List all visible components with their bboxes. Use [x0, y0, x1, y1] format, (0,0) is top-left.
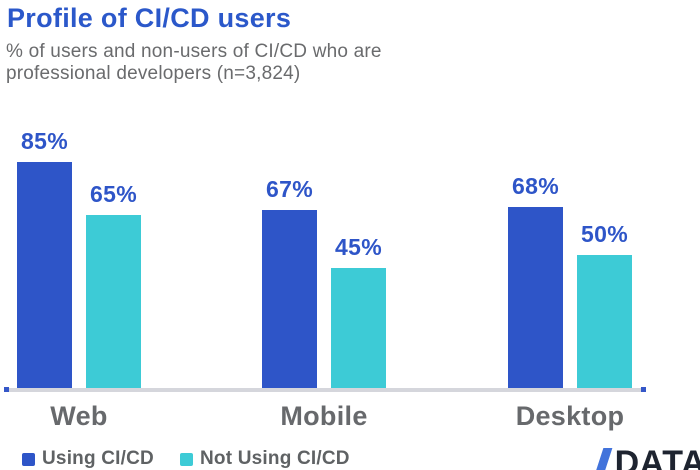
- value-label-web-not-using-cicd: 65%: [90, 181, 137, 207]
- value-label-desktop-using-cicd: 68%: [512, 173, 559, 199]
- category-label-web: Web: [50, 401, 108, 431]
- category-label-desktop: Desktop: [515, 401, 625, 431]
- bar-mobile-using-cicd: [262, 210, 317, 388]
- axis-endcap-left: [4, 387, 9, 392]
- bar-mobile-not-using-cicd: [331, 268, 386, 388]
- value-label-desktop-not-using-cicd: 50%: [581, 221, 628, 247]
- category-label-mobile: Mobile: [280, 401, 368, 431]
- legend-label-not-using-cicd: Not Using CI/CD: [199, 448, 350, 469]
- legend-item-using-cicd: Using CI/CD: [22, 448, 154, 470]
- value-label-mobile-using-cicd: 67%: [266, 176, 313, 202]
- bar-web-using-cicd: [17, 162, 72, 388]
- legend: Using CI/CD Not Using CI/CD: [22, 448, 350, 470]
- value-label-web-using-cicd: 85%: [21, 128, 68, 154]
- bar-desktop-using-cicd: [508, 207, 563, 388]
- slashdata-logo: DATA: [594, 444, 700, 470]
- axis-endcap-right: [641, 387, 646, 392]
- chart-subtitle: % of users and non-users of CI/CD who ar…: [6, 41, 382, 84]
- bar-web-not-using-cicd: [86, 215, 141, 388]
- bar-desktop-not-using-cicd: [577, 255, 632, 388]
- chart-title: Profile of CI/CD users: [7, 3, 292, 33]
- value-label-mobile-not-using-cicd: 45%: [335, 234, 382, 260]
- legend-swatch-not-using-cicd: [179, 452, 193, 466]
- x-axis-line: [4, 387, 646, 392]
- logo-text: DATA: [614, 444, 700, 470]
- legend-swatch-using-cicd: [22, 452, 35, 466]
- legend-label-using-cicd: Using CI/CD: [42, 448, 154, 469]
- legend-item-not-using-cicd: Not Using CI/CD: [179, 448, 350, 470]
